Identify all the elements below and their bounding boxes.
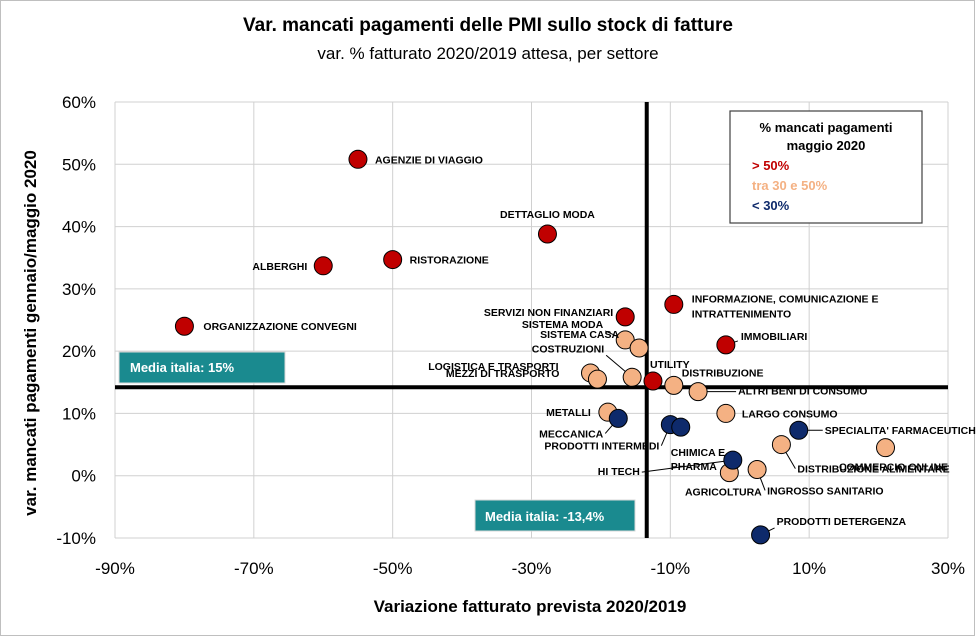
- label-immobiliari: IMMOBILIARI: [741, 331, 808, 343]
- legend-title-line1: % mancati pagamenti: [760, 120, 893, 135]
- data-points: [174, 149, 896, 545]
- x-tick-label: 30%: [931, 559, 965, 578]
- y-tick-label: -10%: [56, 529, 96, 548]
- point-utility: [643, 371, 663, 391]
- x-tick-label: -30%: [512, 559, 552, 578]
- legend-item-navy: < 30%: [752, 198, 790, 213]
- label-ristorazione: RISTORAZIONE: [410, 255, 489, 267]
- average-label-y: Media italia: 15%: [130, 360, 234, 375]
- label-largo-consumo: LARGO CONSUMO: [742, 408, 838, 420]
- point-labels: AGENZIE DI VIAGGIO DETTAGLIO MODA RISTORAZ…: [203, 154, 976, 528]
- average-boxes: Media italia: 15% Media italia: -13,4%: [118, 351, 636, 532]
- point-specialita-farmaceutiche: [789, 420, 809, 440]
- x-tick-label: -90%: [95, 559, 135, 578]
- y-tick-label: 0%: [71, 467, 96, 486]
- y-axis-label: var. mancati pagamenti gennaio/maggio 20…: [21, 150, 40, 516]
- point-hi-tech: [723, 450, 743, 470]
- label-informazione-comunicazione-e-intrattenimento: INFORMAZIONE, COMUNICAZIONE E INTRATTENIM…: [692, 293, 879, 320]
- point-largo-consumo: [716, 403, 736, 423]
- label-organizzazione-convegni: ORGANIZZAZIONE CONVEGNI: [203, 321, 357, 333]
- label-logistica-e-trasporti: LOGISTICA E TRASPORTI: [428, 361, 558, 373]
- label-meccanica: MECCANICA: [539, 428, 604, 440]
- x-tick-label: -10%: [650, 559, 690, 578]
- label-prodotti-intermedi: PRODOTTI INTERMEDI: [544, 441, 659, 453]
- point-organizzazione-convegni: [174, 316, 194, 336]
- point-meccanica: [608, 408, 628, 428]
- label-costruzioni: COSTRUZIONI: [532, 343, 604, 355]
- label-agricoltura: AGRICOLTURA: [685, 487, 762, 499]
- point-mezzi-di-trasporto: [587, 369, 607, 389]
- axis-ticks: -90% -70% -50% -30% -10% 10% 30% -10% 0% 10% 20% 30…: [56, 93, 965, 578]
- leader-line: [641, 459, 733, 473]
- label-distribuzione: DISTRIBUZIONE: [682, 367, 764, 379]
- y-tick-label: 30%: [62, 280, 96, 299]
- average-box-y: [118, 351, 286, 384]
- legend-box: [729, 110, 923, 224]
- label-mezzi-di-trasporto: MEZZI DI TRASPORTO: [446, 368, 560, 380]
- reference-lines: [115, 102, 948, 538]
- point-alberghi: [313, 256, 333, 276]
- point-ristorazione: [383, 250, 403, 270]
- point-distribuzione: [664, 375, 684, 395]
- y-tick-label: 60%: [62, 93, 96, 112]
- point-costruzioni: [622, 367, 642, 387]
- label-altri-beni-di-consumo: ALTRI BENI DI CONSUMO: [738, 386, 867, 398]
- label-ingrosso-sanitario: INGROSSO SANITARIO: [767, 485, 883, 497]
- x-tick-label: 10%: [792, 559, 826, 578]
- legend: % mancati pagamenti maggio 2020 > 50% tra 3…: [729, 110, 923, 224]
- label-chimica-e-farma: CHIMICA E PHARMA: [671, 447, 725, 473]
- chart-title: Var. mancati pagamenti delle PMI sullo s…: [243, 15, 733, 36]
- point-altri-beni-di-consumo: [688, 382, 708, 402]
- label-alberghi: ALBERGHI: [252, 261, 307, 273]
- y-tick-label: 20%: [62, 342, 96, 361]
- label-dettaglio-moda: DETTAGLIO MODA: [500, 209, 595, 221]
- point-distribuzione-alimentare: [771, 435, 791, 455]
- point-agenzie-di-viaggio: [348, 149, 368, 169]
- average-box-x: [474, 499, 636, 532]
- label-sistema-casa: SISTEMA CASA: [540, 329, 619, 341]
- label-distribuzione-alimentare: DISTRIBUZIONE ALIMENTARE: [797, 464, 949, 476]
- point-prodotti-detergenza: [751, 525, 771, 545]
- legend-item-orange: tra 30 e 50%: [752, 178, 828, 193]
- legend-title-line2: maggio 2020: [787, 138, 866, 153]
- label-utility: UTILITY: [650, 359, 690, 371]
- label-agenzie-di-viaggio: AGENZIE DI VIAGGIO: [375, 154, 483, 166]
- label-metalli: METALLI: [546, 407, 591, 419]
- label-hi-tech: HI TECH: [598, 466, 640, 478]
- average-label-x: Media italia: -13,4%: [485, 509, 605, 524]
- label-servizi-non-finanziari: SERVIZI NON FINANZIARI: [484, 307, 613, 319]
- y-tick-label: 10%: [62, 404, 96, 423]
- point-servizi-non-finanziari: [615, 307, 635, 327]
- label-prodotti-detergenza: PRODOTTI DETERGENZA: [777, 516, 907, 528]
- y-tick-label: 50%: [62, 155, 96, 174]
- y-tick-label: 40%: [62, 218, 96, 237]
- point-ingrosso-sanitario: [747, 459, 767, 479]
- x-tick-label: -50%: [373, 559, 413, 578]
- grid: [114, 101, 949, 539]
- point-informazione-comunicazione-e-intrattenimento: [664, 294, 684, 314]
- label-sistema-moda: SISTEMA MODA: [522, 319, 604, 331]
- point-immobiliari: [716, 335, 736, 355]
- point-chimica-e-farma: [671, 417, 691, 437]
- x-axis-label: Variazione fatturato prevista 2020/2019: [374, 597, 687, 616]
- x-tick-label: -70%: [234, 559, 274, 578]
- label-specialita-farmaceutiche: SPECIALITA' FARMACEUTICHE: [825, 425, 976, 437]
- chart-subtitle: var. % fatturato 2020/2019 attesa, per s…: [317, 44, 658, 63]
- point-commercio-online: [876, 438, 896, 458]
- label-commercio-online: COMMERCIO ONLINE: [839, 462, 948, 474]
- legend-item-red: > 50%: [752, 158, 790, 173]
- point-sistema-casa: [629, 338, 649, 358]
- point-dettaglio-moda: [537, 224, 557, 244]
